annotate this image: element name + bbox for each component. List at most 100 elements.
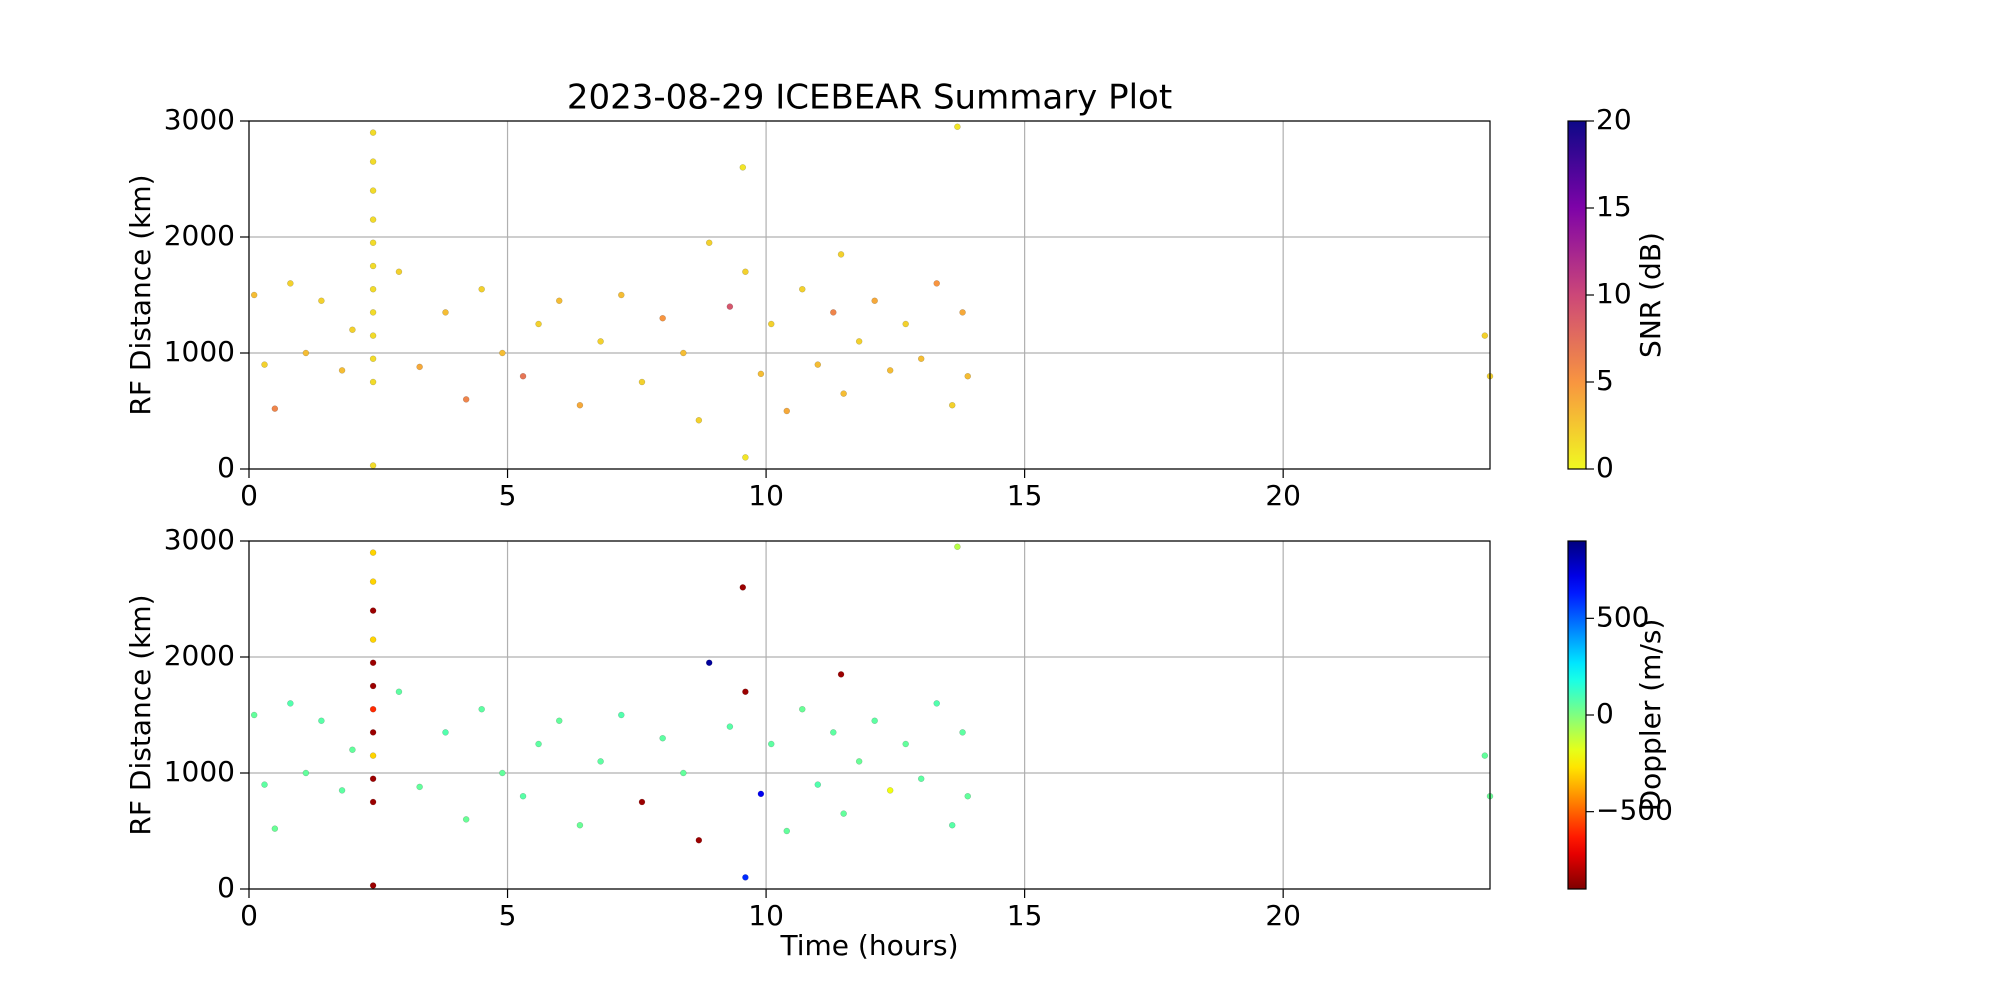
data-point: [948, 401, 956, 409]
data-point: [618, 711, 625, 719]
y-tick-label: 0: [217, 451, 235, 484]
data-point: [369, 549, 377, 556]
data-point: [369, 659, 377, 667]
data-point: [695, 837, 703, 844]
data-point: [1481, 752, 1489, 759]
data-point: [837, 251, 845, 258]
x-tick-label: 20: [1265, 479, 1301, 512]
y-axis-label: RF Distance (km): [124, 594, 157, 835]
data-point: [261, 781, 268, 788]
data-point: [302, 769, 310, 777]
data-point: [369, 262, 377, 270]
data-point: [840, 390, 847, 397]
data-point: [369, 752, 377, 759]
data-point: [768, 320, 775, 328]
data-point: [416, 363, 423, 371]
data-point: [638, 378, 646, 386]
y-tick-label: 0: [217, 871, 235, 904]
y-tick-label: 3000: [164, 103, 235, 136]
data-point: [597, 758, 604, 765]
data-point: [830, 729, 837, 736]
data-point: [442, 309, 449, 316]
data-point: [757, 790, 765, 798]
data-point: [576, 401, 584, 409]
data-point: [369, 129, 377, 136]
data-point: [799, 705, 806, 713]
data-point: [886, 367, 894, 374]
data-point: [349, 326, 356, 334]
x-tick-label: 0: [240, 899, 258, 932]
data-point: [768, 740, 775, 748]
y-tick-label: 1000: [164, 755, 235, 788]
data-point: [478, 705, 485, 713]
data-point: [302, 349, 310, 357]
data-point: [783, 827, 791, 835]
data-point: [535, 320, 542, 328]
x-tick-label: 0: [240, 479, 258, 512]
data-point: [726, 303, 734, 310]
data-point: [416, 783, 423, 791]
data-point: [369, 578, 377, 585]
data-point: [742, 874, 749, 881]
data-point: [462, 816, 470, 823]
data-point: [837, 671, 845, 678]
data-point: [338, 367, 346, 374]
data-point: [638, 798, 646, 806]
data-point: [680, 769, 687, 777]
data-point: [287, 280, 294, 287]
colorbar-tick-label: 5: [1596, 364, 1614, 397]
data-point: [369, 158, 377, 165]
data-point: [886, 787, 894, 794]
data-point: [705, 239, 713, 247]
y-axis-label: RF Distance (km): [124, 174, 157, 415]
data-point: [871, 717, 878, 725]
data-point: [395, 688, 403, 696]
data-point: [917, 775, 925, 783]
data-point: [369, 882, 377, 889]
data-point: [250, 711, 258, 719]
colorbar-tick-label: 15: [1596, 190, 1632, 223]
data-point: [948, 821, 956, 829]
colorbar-tick-label: 10: [1596, 277, 1632, 310]
data-point: [519, 372, 527, 380]
data-point: [369, 607, 377, 614]
colorbar: [1567, 120, 1587, 470]
data-point: [933, 700, 940, 707]
data-point: [917, 355, 925, 363]
data-point: [659, 314, 666, 322]
x-tick-label: 20: [1265, 899, 1301, 932]
colorbar-tick-label: 500: [1596, 600, 1649, 633]
data-point: [933, 280, 940, 287]
y-tick-label: 3000: [164, 523, 235, 556]
colorbar: [1567, 540, 1587, 890]
data-point: [271, 405, 279, 412]
data-point: [462, 396, 470, 403]
x-tick-label: 5: [499, 479, 517, 512]
data-point: [954, 123, 961, 131]
data-point: [369, 187, 377, 194]
data-point: [855, 758, 863, 765]
x-tick-label: 10: [748, 479, 784, 512]
data-point: [680, 349, 687, 357]
data-point: [369, 355, 377, 363]
colorbar-tick-label: −500: [1596, 794, 1673, 827]
data-point: [499, 349, 506, 357]
x-tick-label: 15: [1007, 479, 1043, 512]
data-point: [369, 378, 377, 386]
data-point: [318, 297, 325, 305]
data-point: [478, 285, 485, 293]
data-point: [964, 372, 971, 380]
colorbar-label: Doppler (m/s): [1634, 619, 1667, 812]
data-point: [814, 361, 822, 368]
y-tick-label: 2000: [164, 219, 235, 252]
colorbar-label: SNR (dB): [1634, 232, 1667, 358]
data-point: [369, 729, 377, 736]
data-point: [556, 717, 563, 725]
data-point: [261, 361, 268, 368]
y-tick-label: 1000: [164, 335, 235, 368]
x-tick-label: 10: [748, 899, 784, 932]
data-point: [338, 787, 346, 794]
data-point: [964, 792, 971, 800]
data-point: [739, 584, 747, 591]
